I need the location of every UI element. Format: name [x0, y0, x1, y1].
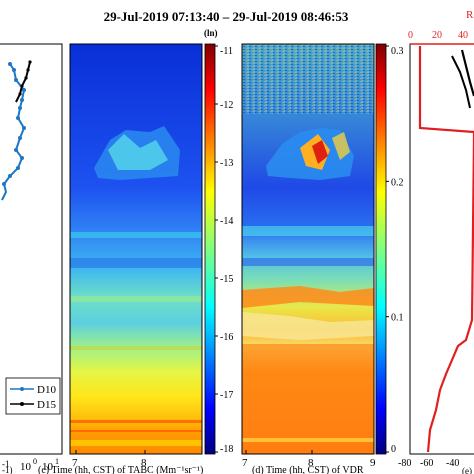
panel-c: 7 8 (c) Time (hh, CST) of TABC (Mm⁻¹sr⁻¹…	[38, 43, 203, 474]
colorbar-c-tick-label: -17	[220, 390, 233, 401]
e-black-profile-2	[451, 55, 471, 109]
d-xtick-9: 9	[370, 457, 376, 469]
panel-e: R 0 20 40 -80 -60 -40 (e)	[398, 9, 474, 474]
colorbar-c-tick-label: -12	[220, 100, 233, 111]
tabc-layers	[70, 232, 202, 446]
e-top-axis-label: R	[466, 9, 474, 21]
e-bottom-tick-40: -40	[446, 458, 459, 469]
colorbar-c-tick-label: -14	[220, 216, 233, 227]
colorbar-d-ticks: 0.3 0.2 0.1 0	[386, 45, 404, 455]
colorbar-c-unit: (ln)	[204, 28, 218, 38]
tabc-heatmap	[70, 44, 202, 454]
vdr-noise	[242, 44, 374, 114]
panel-d-frame	[241, 43, 375, 455]
left-xtick-1: -1	[2, 459, 10, 469]
left-xlabel-tail: -1)	[2, 465, 13, 474]
figure-title: 29-Jul-2019 07:13:40 – 29-Jul-2019 08:46…	[103, 9, 349, 24]
e-red-profile	[418, 46, 474, 453]
colorbar-c-tick-label: -15	[220, 274, 233, 285]
colorbar-c-scale	[204, 43, 216, 455]
panel-left-frame	[0, 43, 63, 455]
left-xtick-2: 10	[20, 461, 32, 473]
left-xtick-3: 0	[33, 457, 37, 466]
colorbar-d-tick-label: 0.3	[391, 46, 404, 57]
legend-d10-label: D10	[37, 384, 56, 396]
legend-box	[5, 377, 61, 415]
vdr-plume-edge	[332, 132, 350, 160]
colorbar-c-tick-label: -11	[220, 46, 233, 57]
e-bottom-tick-60: -60	[420, 458, 433, 469]
e-bottom-tick-80: -80	[398, 458, 411, 469]
vdr-layers	[242, 226, 374, 454]
panel-left: D10 D15 -1 10 0 10 1 -1)	[0, 43, 63, 474]
panel-d: 7 8 9 (d) Time (hh, CST) of VDR	[241, 43, 376, 474]
colorbar-d-tick-label: 0	[391, 444, 396, 455]
colorbar-c-tick-label: -13	[220, 158, 233, 169]
c-xlabel: (c) Time (hh, CST) of TABC (Mm⁻¹sr⁻¹)	[38, 465, 203, 474]
series-d10-markers	[2, 62, 26, 186]
legend-d10-marker	[20, 387, 24, 391]
panel-c-frame	[69, 43, 203, 455]
vdr-plume-core	[312, 140, 328, 164]
e-black-profile	[460, 49, 474, 97]
series-d10-line	[1, 63, 26, 201]
colorbar-c-tick-label: -18	[220, 444, 233, 455]
e-top-tick-0: 0	[408, 30, 413, 41]
tabc-plume-core	[108, 134, 168, 170]
colorbar-c: (ln) -11 -12 -13 -14 -15 -16 -17 -18	[204, 28, 233, 455]
d-xlabel: (d) Time (hh, CST) of VDR	[252, 465, 364, 474]
colorbar-d-tick-label: 0.2	[391, 177, 404, 188]
left-xtick-5: 1	[55, 457, 59, 466]
colorbar-c-tick-label: -16	[220, 332, 233, 343]
d-xtick-7: 7	[242, 457, 248, 469]
c-xtick-8: 8	[141, 457, 147, 469]
c-xtick-7: 7	[72, 457, 78, 469]
e-top-tick-20: 20	[432, 30, 442, 41]
colorbar-c-ticks: -11 -12 -13 -14 -15 -16 -17 -18	[215, 45, 233, 455]
colorbar-d-tick-label: 0.1	[391, 313, 404, 324]
colorbar-d: 0.3 0.2 0.1 0	[375, 43, 404, 455]
e-top-tick-40: 40	[458, 30, 468, 41]
series-d15-markers	[18, 60, 32, 96]
colorbar-d-scale	[375, 43, 387, 455]
legend-d15-label: D15	[37, 399, 56, 411]
legend-d15-marker	[20, 402, 24, 406]
d-xtick-8: 8	[308, 457, 314, 469]
left-xtick-4: 10	[42, 461, 54, 473]
e-panel-label: (e)	[462, 466, 472, 474]
